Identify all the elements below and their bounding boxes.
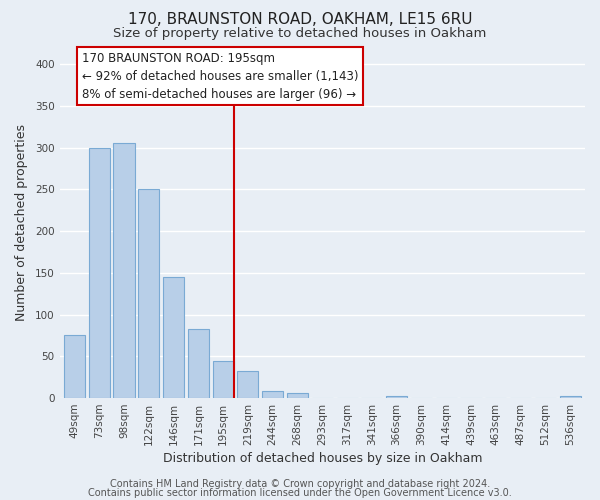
Text: Size of property relative to detached houses in Oakham: Size of property relative to detached ho… bbox=[113, 28, 487, 40]
Bar bbox=[560, 396, 581, 398]
Bar bbox=[262, 392, 283, 398]
Bar bbox=[386, 396, 407, 398]
Text: 170 BRAUNSTON ROAD: 195sqm
← 92% of detached houses are smaller (1,143)
8% of se: 170 BRAUNSTON ROAD: 195sqm ← 92% of deta… bbox=[82, 52, 358, 100]
Bar bbox=[64, 336, 85, 398]
Bar bbox=[212, 360, 233, 398]
X-axis label: Distribution of detached houses by size in Oakham: Distribution of detached houses by size … bbox=[163, 452, 482, 465]
Bar bbox=[89, 148, 110, 398]
Text: Contains HM Land Registry data © Crown copyright and database right 2024.: Contains HM Land Registry data © Crown c… bbox=[110, 479, 490, 489]
Text: Contains public sector information licensed under the Open Government Licence v3: Contains public sector information licen… bbox=[88, 488, 512, 498]
Y-axis label: Number of detached properties: Number of detached properties bbox=[15, 124, 28, 322]
Bar bbox=[138, 190, 160, 398]
Bar bbox=[163, 277, 184, 398]
Bar bbox=[238, 372, 259, 398]
Bar bbox=[188, 329, 209, 398]
Bar bbox=[113, 144, 134, 398]
Bar bbox=[287, 393, 308, 398]
Text: 170, BRAUNSTON ROAD, OAKHAM, LE15 6RU: 170, BRAUNSTON ROAD, OAKHAM, LE15 6RU bbox=[128, 12, 472, 28]
